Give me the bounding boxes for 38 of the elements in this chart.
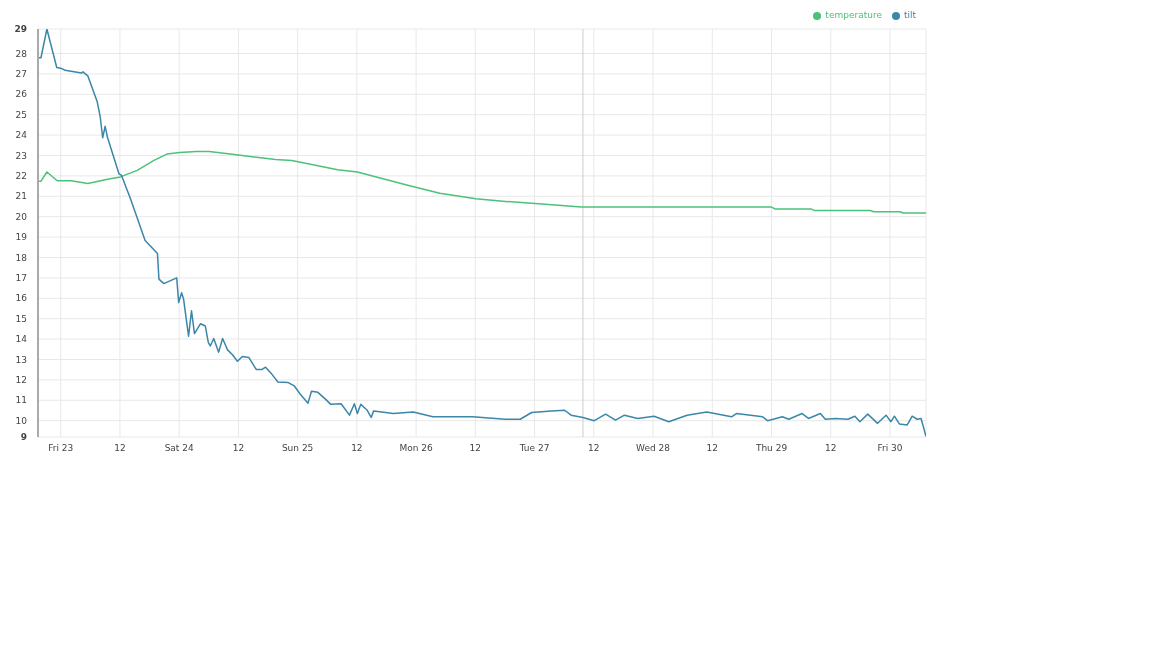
x-tick-label: 12 <box>114 443 126 454</box>
y-tick-label: 28 <box>15 48 28 59</box>
y-tick-label: 27 <box>15 69 27 80</box>
y-tick-label: 13 <box>15 354 27 365</box>
y-tick-label: 18 <box>15 252 28 263</box>
y-tick-label: 14 <box>15 334 28 345</box>
x-tick-label: 12 <box>351 443 363 454</box>
x-tick-label: 12 <box>825 443 837 454</box>
y-tick-label: 23 <box>15 150 27 161</box>
y-tick-label: 26 <box>15 89 28 100</box>
y-tick-label: 21 <box>15 191 27 202</box>
y-tick-label: 11 <box>15 395 27 406</box>
x-tick-label: 12 <box>588 443 600 454</box>
y-tick-label: 16 <box>15 293 28 304</box>
y-tick-label: 9 <box>20 432 27 443</box>
legend-label: temperature <box>825 10 882 20</box>
y-tick-label: 29 <box>14 24 27 35</box>
x-tick-label: 12 <box>232 443 245 454</box>
x-tick-label: 12 <box>469 443 482 454</box>
x-tick-label: 12 <box>706 443 718 454</box>
legend-label: tilt <box>903 10 916 20</box>
y-tick-label: 25 <box>15 109 27 120</box>
x-tick-label: Tue 27 <box>518 443 550 454</box>
x-tick-label: Fri 23 <box>48 443 74 454</box>
y-tick-label: 24 <box>15 130 28 141</box>
x-tick-label: Sat 24 <box>164 443 194 454</box>
y-tick-label: 20 <box>15 211 28 222</box>
y-tick-label: 17 <box>15 273 27 284</box>
x-tick-label: Sun 25 <box>281 443 314 454</box>
x-tick-label: Mon 26 <box>399 443 434 454</box>
x-tick-label: Wed 28 <box>636 443 671 454</box>
x-tick-label: Fri 30 <box>877 443 903 454</box>
y-tick-label: 15 <box>15 313 27 324</box>
y-tick-label: 12 <box>15 375 27 386</box>
y-tick-label: 22 <box>15 171 27 182</box>
y-tick-label: 10 <box>15 415 28 426</box>
x-tick-label: Thu 29 <box>754 443 788 454</box>
y-tick-label: 19 <box>15 232 28 243</box>
